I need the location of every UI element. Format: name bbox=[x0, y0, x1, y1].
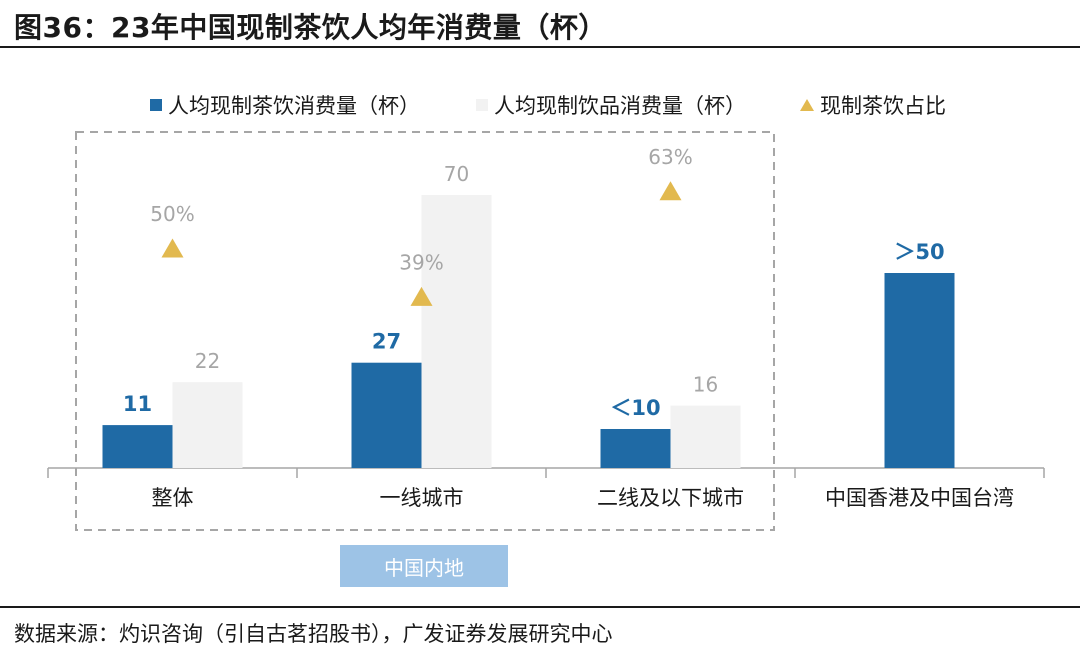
legend-item-drink: 人均现制饮品消费量（杯） bbox=[476, 90, 746, 120]
title-divider bbox=[0, 46, 1080, 48]
bar-drink bbox=[172, 382, 243, 468]
x-tick-label: 中国香港及中国台湾 bbox=[825, 486, 1014, 510]
x-tick-label: 整体 bbox=[152, 486, 194, 510]
data-label-tea: ＜10 bbox=[610, 396, 660, 420]
mainland-dashed-box bbox=[75, 131, 775, 531]
legend-item-tea: 人均现制茶饮消费量（杯） bbox=[150, 90, 420, 120]
source-note: 数据来源：灼识咨询（引自古茗招股书），广发证券发展研究中心 bbox=[14, 622, 613, 646]
data-label-drink: 16 bbox=[693, 373, 718, 397]
legend-swatch-tea bbox=[150, 99, 162, 111]
legend-swatch-drink bbox=[476, 99, 488, 111]
bar-drink bbox=[670, 405, 741, 468]
source-divider bbox=[0, 606, 1080, 608]
share-marker bbox=[410, 286, 433, 306]
legend-item-share: 现制茶饮占比 bbox=[800, 90, 946, 120]
bar-tea bbox=[102, 425, 173, 468]
bar-chart: 11 22 50% 整体 27 70 39% 一线城市 ＜10 16 63% 二线及以下城市 ＞50 中国… bbox=[47, 131, 1045, 531]
x-tick-label: 一线城市 bbox=[380, 486, 464, 510]
x-tick-label: 二线及以下城市 bbox=[597, 486, 744, 510]
legend-label-share: 现制茶饮占比 bbox=[820, 94, 946, 118]
bar-tea bbox=[351, 362, 422, 468]
data-label-drink: 70 bbox=[444, 162, 469, 186]
data-label-tea: 27 bbox=[372, 330, 401, 354]
data-label-share: 63% bbox=[648, 145, 692, 169]
legend-marker-share bbox=[800, 99, 814, 111]
legend-label-drink: 人均现制饮品消费量（杯） bbox=[494, 94, 746, 118]
data-label-share: 39% bbox=[399, 250, 443, 274]
region-label-box: 中国内地 bbox=[340, 545, 508, 587]
bar-tea bbox=[600, 429, 671, 468]
share-marker bbox=[659, 181, 682, 201]
bar-tea bbox=[884, 273, 955, 468]
data-label-drink: 22 bbox=[195, 349, 220, 373]
data-label-tea: ＞50 bbox=[894, 240, 944, 264]
bar-drink bbox=[421, 195, 492, 468]
legend-label-tea: 人均现制茶饮消费量（杯） bbox=[168, 94, 420, 118]
data-label-tea: 11 bbox=[123, 392, 152, 416]
data-label-share: 50% bbox=[150, 202, 194, 226]
chart-title: 图36：23年中国现制茶饮人均年消费量（杯） bbox=[14, 11, 607, 44]
share-marker bbox=[161, 238, 184, 258]
